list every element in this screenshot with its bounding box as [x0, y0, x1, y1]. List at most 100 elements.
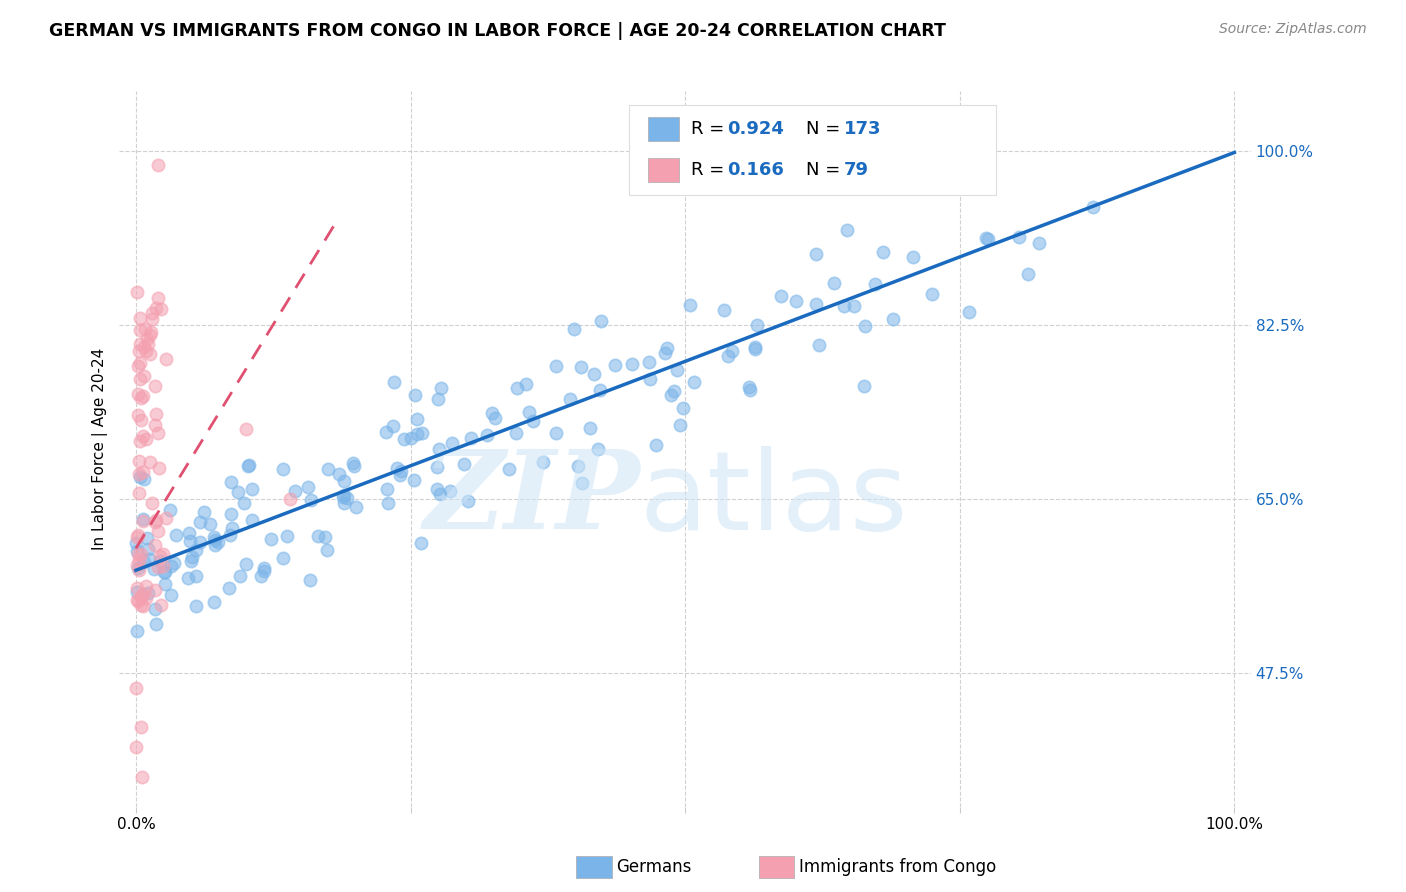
Point — [132, 389, 155, 403]
Point — [569, 359, 592, 374]
Text: N =: N = — [806, 161, 846, 179]
Point — [143, 379, 166, 393]
Point — [128, 470, 150, 484]
Point — [145, 616, 167, 631]
Point — [125, 530, 148, 544]
Point — [155, 352, 177, 367]
Point — [411, 426, 433, 441]
Point — [582, 368, 605, 382]
Point — [127, 527, 149, 541]
Point — [155, 565, 177, 579]
Point — [128, 337, 150, 351]
Point — [381, 419, 404, 434]
Point — [426, 482, 449, 496]
Point — [808, 338, 831, 352]
Point — [713, 302, 735, 317]
Text: Immigrants from Congo: Immigrants from Congo — [799, 858, 995, 876]
Point — [229, 568, 252, 582]
Point — [207, 535, 229, 549]
Point — [193, 505, 215, 519]
Point — [427, 442, 450, 456]
Text: Source: ZipAtlas.com: Source: ZipAtlas.com — [1219, 22, 1367, 37]
Point — [149, 549, 172, 563]
Point — [332, 488, 354, 502]
Point — [177, 525, 200, 540]
Point — [342, 459, 364, 474]
Point — [184, 599, 207, 613]
Point — [654, 346, 676, 360]
Point — [128, 486, 150, 500]
Point — [392, 432, 415, 446]
Point — [128, 355, 150, 369]
Point — [138, 552, 160, 566]
Point — [146, 560, 169, 574]
Point — [148, 158, 170, 172]
Point — [498, 462, 520, 476]
Point — [388, 468, 411, 483]
Point — [439, 483, 461, 498]
Point — [127, 624, 149, 638]
Point — [163, 556, 186, 570]
Text: 0.924: 0.924 — [727, 120, 785, 137]
Point — [127, 593, 149, 607]
Point — [271, 550, 294, 565]
Point — [571, 476, 593, 491]
Point — [558, 392, 581, 406]
Point — [804, 247, 827, 261]
Point — [139, 347, 162, 361]
Point — [221, 521, 243, 535]
Point — [744, 340, 766, 354]
Point — [679, 298, 702, 312]
Point — [125, 536, 148, 550]
Point — [152, 558, 174, 573]
Point — [253, 564, 276, 578]
Point — [669, 417, 692, 432]
Point — [834, 299, 856, 313]
FancyBboxPatch shape — [628, 105, 997, 194]
Point — [235, 422, 257, 436]
Point — [740, 383, 762, 397]
Point — [188, 516, 211, 530]
Point — [143, 583, 166, 598]
Point — [284, 484, 307, 499]
Point — [664, 384, 686, 398]
Point — [429, 486, 451, 500]
Point — [591, 314, 613, 328]
Point — [159, 503, 181, 517]
Point — [404, 388, 426, 402]
Point — [128, 453, 150, 467]
Point — [218, 581, 240, 595]
Point — [131, 770, 153, 784]
Point — [332, 496, 354, 510]
Point — [567, 459, 589, 474]
Point — [202, 595, 225, 609]
Point — [153, 565, 176, 579]
Point — [484, 411, 506, 425]
Text: 79: 79 — [844, 161, 869, 179]
Point — [517, 405, 540, 419]
Point — [143, 418, 166, 433]
Point — [562, 322, 585, 336]
Point — [260, 533, 283, 547]
Point — [278, 491, 301, 506]
Point — [204, 533, 226, 548]
Point — [129, 372, 152, 386]
Point — [716, 349, 738, 363]
Point — [374, 425, 396, 439]
Point — [506, 381, 529, 395]
Point — [238, 458, 260, 473]
Point — [132, 555, 155, 569]
Point — [863, 277, 886, 291]
Point — [682, 375, 704, 389]
Point — [957, 305, 980, 319]
Point — [135, 343, 157, 358]
Point — [579, 421, 602, 435]
Point — [143, 515, 166, 529]
Point — [440, 436, 463, 450]
Point — [342, 456, 364, 470]
Point — [804, 297, 827, 311]
Text: R =: R = — [690, 161, 730, 179]
Point — [202, 530, 225, 544]
Point — [132, 514, 155, 528]
Point — [131, 599, 153, 613]
